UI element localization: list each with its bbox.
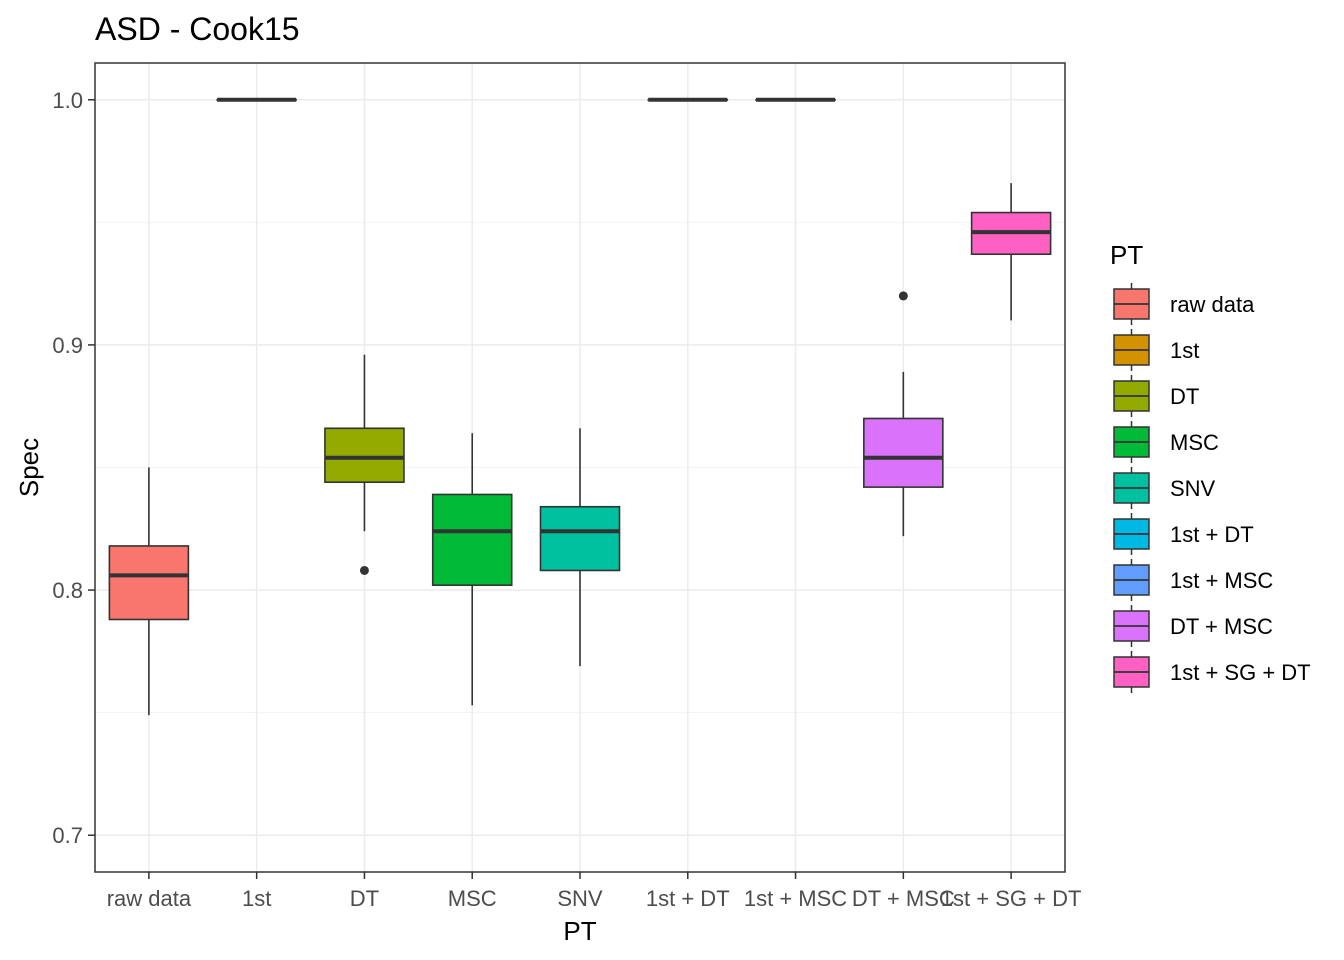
outlier-point [359, 565, 369, 575]
legend-item: raw data [1113, 283, 1255, 325]
legend-item: DT [1113, 375, 1199, 417]
box-body [863, 417, 944, 488]
x-tick-label: 1st + DT [646, 886, 730, 911]
legend-label: 1st + MSC [1170, 568, 1273, 593]
x-tick-label: 1st + MSC [744, 886, 847, 911]
legend-item: 1st [1113, 329, 1199, 371]
box-body [108, 545, 190, 621]
y-tick-label: 0.8 [52, 578, 83, 603]
x-tick-label: DT [350, 886, 379, 911]
x-tick-label: 1st [242, 886, 271, 911]
legend-item: 1st + MSC [1113, 559, 1273, 601]
legend-title: PT [1110, 240, 1143, 270]
box-7 [863, 291, 944, 537]
box-4 [539, 428, 621, 667]
box-8 [970, 183, 1052, 321]
box-2 [324, 354, 405, 575]
x-tick-label: MSC [448, 886, 497, 911]
x-tick-label: 1st + SG + DT [941, 886, 1082, 911]
legend-item: 1st + SG + DT [1113, 651, 1311, 693]
box-body [324, 427, 405, 484]
legend: PT raw data 1st DT MSC SNV 1st + DT 1st + MSC D… [1110, 240, 1311, 693]
legend-label: raw data [1170, 292, 1255, 317]
legend-label: 1st [1170, 338, 1199, 363]
outlier-point [898, 291, 908, 301]
box-body [431, 493, 513, 586]
legend-label: 1st + SG + DT [1170, 660, 1311, 685]
y-tick-label: 0.9 [52, 333, 83, 358]
legend-label: 1st + DT [1170, 522, 1254, 547]
legend-item: MSC [1113, 421, 1219, 463]
box-0 [108, 467, 190, 716]
legend-label: SNV [1170, 476, 1216, 501]
y-axis: 0.7 0.8 0.9 1.0 [52, 88, 95, 848]
x-axis: raw data 1st DT MSC SNV 1st + DT 1st + MSC DT +… [107, 872, 1082, 911]
y-tick-label: 1.0 [52, 88, 83, 113]
boxes [108, 97, 1052, 716]
legend-item: DT + MSC [1113, 605, 1273, 647]
legend-label: DT + MSC [1170, 614, 1273, 639]
y-axis-title: Spec [14, 438, 44, 497]
x-tick-label: DT + MSC [852, 886, 955, 911]
x-tick-label: raw data [107, 886, 192, 911]
legend-item: 1st + DT [1113, 513, 1254, 555]
x-tick-label: SNV [557, 886, 603, 911]
legend-item: SNV [1113, 467, 1216, 509]
x-axis-title: PT [563, 916, 596, 946]
chart-title: ASD - Cook15 [95, 11, 300, 47]
box-3 [431, 433, 513, 706]
y-tick-label: 0.7 [52, 823, 83, 848]
legend-label: MSC [1170, 430, 1219, 455]
legend-label: DT [1170, 384, 1199, 409]
box-body [539, 505, 621, 572]
legend-items: raw data 1st DT MSC SNV 1st + DT 1st + MSC DT +… [1113, 283, 1311, 693]
